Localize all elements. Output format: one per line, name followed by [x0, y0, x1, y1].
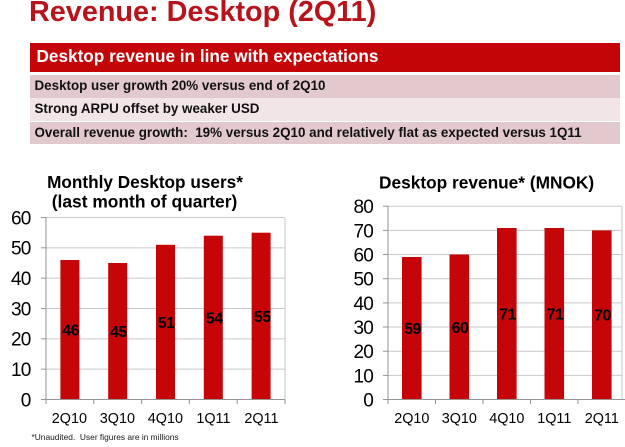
svg-text:46: 46 [62, 323, 79, 340]
svg-text:70: 70 [353, 221, 373, 242]
svg-text:60: 60 [353, 245, 373, 266]
svg-text:40: 40 [353, 294, 373, 315]
svg-text:51: 51 [158, 315, 175, 332]
svg-text:2Q11: 2Q11 [244, 411, 278, 427]
svg-text:71: 71 [499, 307, 516, 324]
svg-text:3Q10: 3Q10 [442, 411, 477, 427]
svg-text:50: 50 [11, 239, 31, 260]
svg-text:3Q10: 3Q10 [100, 411, 135, 427]
svg-text:10: 10 [353, 366, 373, 387]
svg-text:71: 71 [547, 307, 564, 324]
svg-text:4Q10: 4Q10 [148, 411, 183, 427]
svg-text:20: 20 [353, 342, 373, 363]
svg-text:70: 70 [594, 308, 611, 325]
svg-text:Desktop revenue* (MNOK): Desktop revenue* (MNOK) [379, 173, 594, 193]
svg-text:1Q11: 1Q11 [537, 411, 571, 427]
svg-text:30: 30 [353, 318, 373, 339]
svg-text:80: 80 [353, 197, 373, 218]
svg-text:2Q11: 2Q11 [585, 411, 619, 427]
svg-text:45: 45 [110, 324, 127, 341]
svg-text:4Q10: 4Q10 [489, 411, 524, 427]
svg-text:1Q11: 1Q11 [196, 411, 230, 427]
svg-text:55: 55 [254, 309, 271, 326]
svg-text:0: 0 [363, 390, 373, 411]
svg-text:Monthly Desktop users*: Monthly Desktop users* [47, 172, 243, 192]
svg-text:2Q10: 2Q10 [394, 411, 429, 427]
svg-text:50: 50 [353, 270, 373, 291]
svg-text:2Q10: 2Q10 [52, 411, 87, 427]
svg-text:60: 60 [452, 320, 469, 337]
svg-text:(last month of quarter): (last month of quarter) [52, 192, 238, 212]
svg-text:20: 20 [11, 330, 31, 351]
svg-text:10: 10 [11, 360, 31, 381]
svg-text:60: 60 [11, 208, 31, 229]
svg-text:54: 54 [206, 310, 223, 327]
svg-text:40: 40 [11, 269, 31, 290]
svg-text:30: 30 [11, 299, 31, 320]
svg-text:0: 0 [21, 390, 31, 411]
svg-text:59: 59 [404, 321, 421, 338]
